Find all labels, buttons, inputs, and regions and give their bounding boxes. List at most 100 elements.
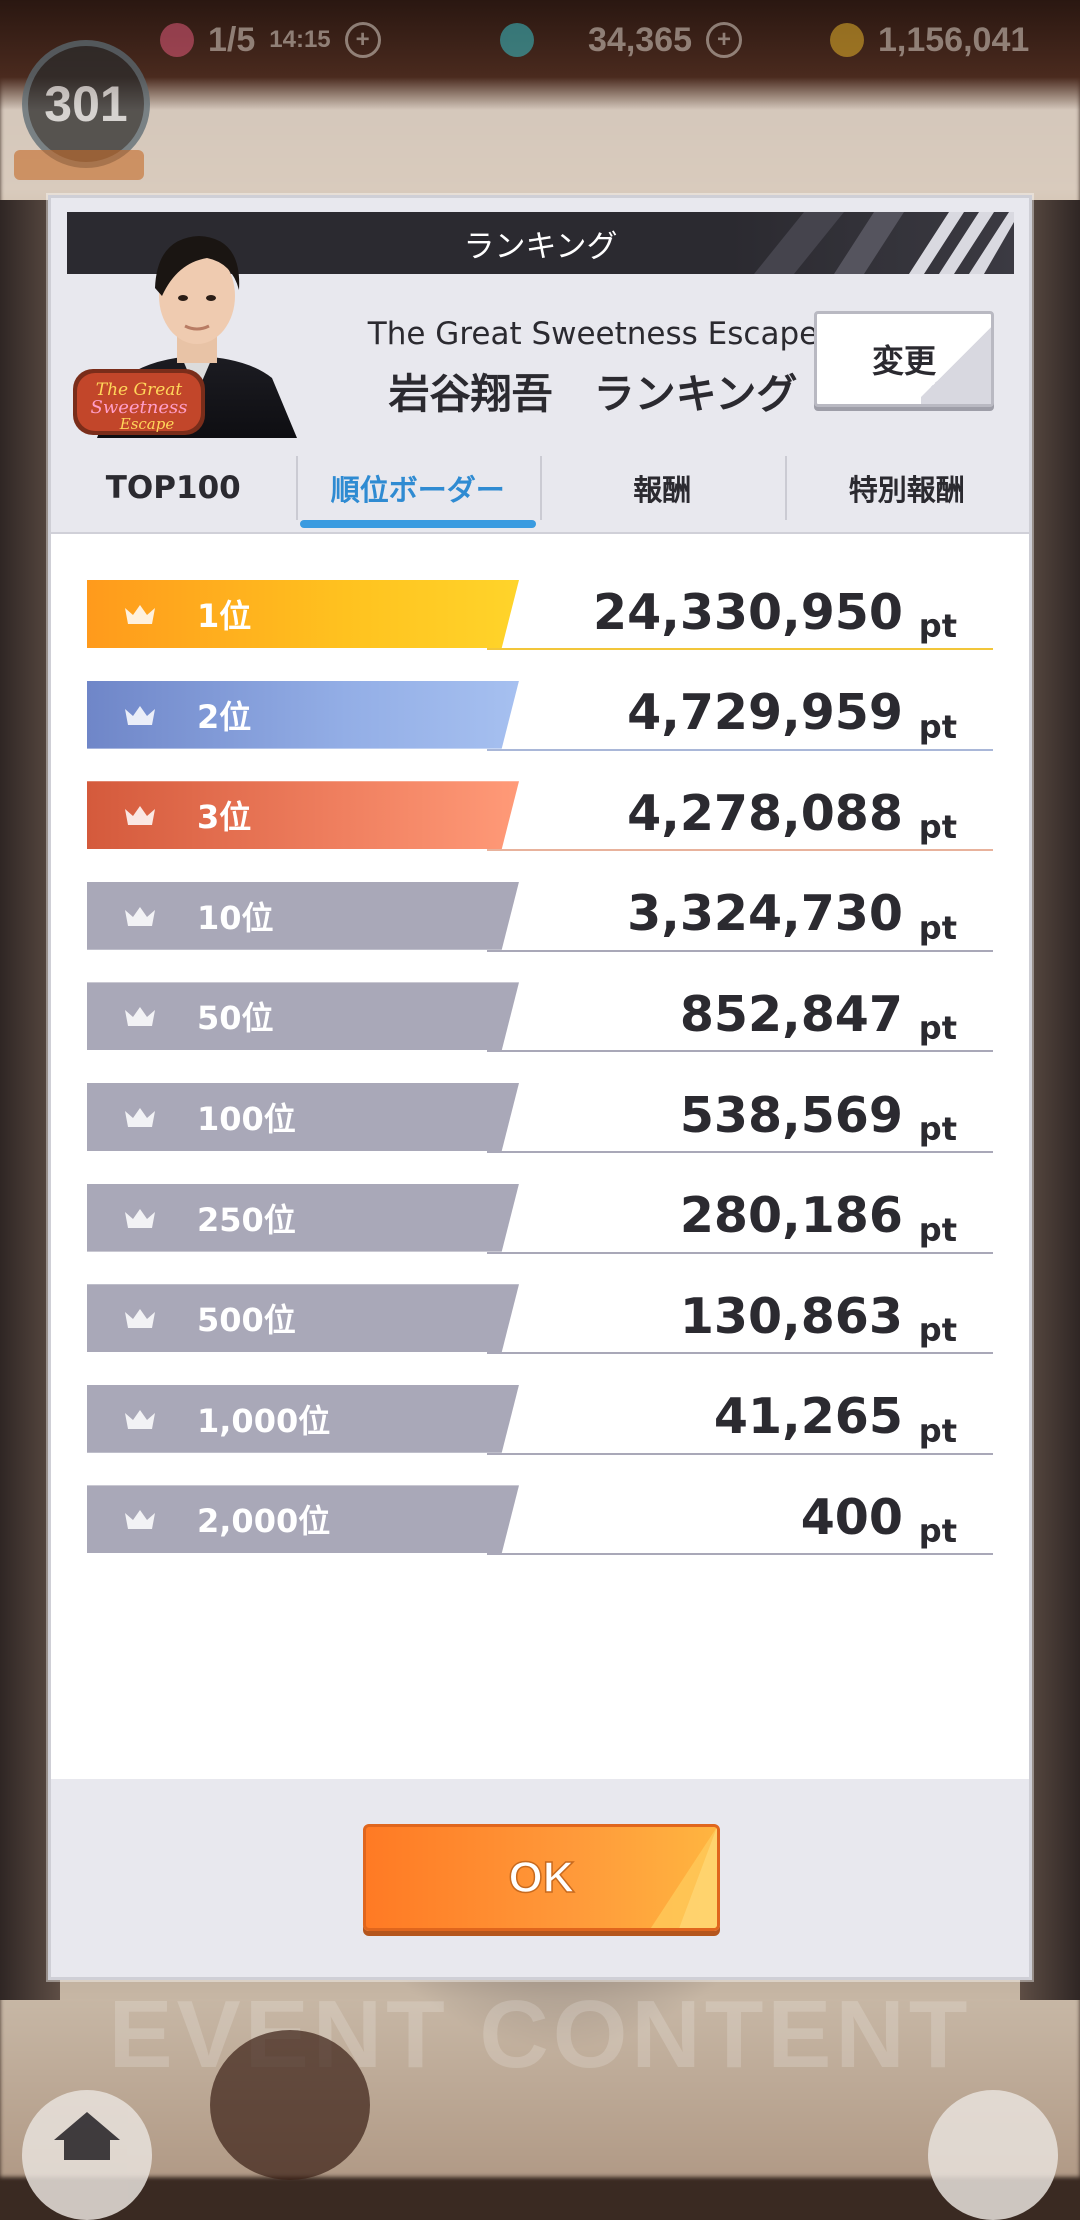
rank-points: 130,863 — [679, 1287, 903, 1345]
rank-band — [87, 1384, 519, 1453]
svg-text:The Great: The Great — [96, 380, 183, 400]
button-corner-decoration — [921, 314, 991, 404]
stamina-timer: 14:15 — [269, 26, 331, 53]
change-button-label: 変更 — [871, 342, 936, 380]
rank-points: 41,265 — [713, 1388, 903, 1446]
heart-icon — [160, 23, 194, 57]
row-divider — [487, 1553, 993, 1556]
crown-icon — [125, 1309, 155, 1329]
points-unit: pt — [918, 1009, 957, 1048]
points-unit: pt — [918, 607, 957, 645]
tab-top100[interactable]: TOP100 — [105, 470, 241, 506]
rank-points: 3,324,730 — [627, 885, 903, 943]
ok-button-decoration — [650, 1827, 717, 1928]
dialog-title: ランキング — [463, 228, 618, 265]
rank-band — [87, 680, 519, 749]
row-divider — [487, 1050, 993, 1053]
ranking-dialog: ランキング The Great Sweetness Escape The Gre… — [48, 195, 1032, 1980]
rank-band — [87, 781, 519, 850]
rank-row: 1位 24,330,950 pt — [87, 576, 993, 650]
rank-points: 538,569 — [679, 1086, 903, 1144]
rank-band — [87, 982, 519, 1051]
points-unit: pt — [918, 808, 957, 847]
stamina-value: 1/5 — [208, 20, 256, 59]
add-gems-button[interactable]: + — [706, 22, 742, 58]
row-divider — [487, 648, 993, 650]
ranking-name: 岩谷翔吾 ランキング — [388, 370, 798, 418]
add-stamina-button[interactable]: + — [344, 22, 381, 58]
rank-band — [87, 1284, 519, 1353]
diamond-icon — [500, 23, 534, 57]
crown-icon — [125, 1208, 155, 1228]
crown-icon — [125, 705, 155, 725]
home-button[interactable] — [22, 2090, 152, 2220]
rank-label: 2位 — [197, 697, 252, 736]
points-unit: pt — [918, 1411, 957, 1450]
crown-icon — [125, 1510, 155, 1530]
rank-label: 1位 — [197, 597, 252, 635]
ranking-tabs: TOP100 順位ボーダー 報酬 特別報酬 — [51, 448, 1029, 528]
rank-row: 3位 4,278,088 pt — [87, 777, 993, 852]
stamina-counter: 1/5 14:15 + — [160, 20, 381, 60]
svg-text:Sweetness: Sweetness — [91, 397, 188, 418]
points-unit: pt — [918, 1512, 957, 1551]
change-ranking-button[interactable]: 変更 — [814, 311, 994, 407]
rank-label: 250位 — [197, 1200, 296, 1239]
crown-icon — [125, 906, 155, 926]
event-content-banner: EVENT CONTENT — [108, 1990, 972, 2080]
rank-row: 10位 3,324,730 pt — [87, 878, 993, 952]
coin-value: 1,156,041 — [878, 20, 1030, 59]
tab-rewards[interactable]: 報酬 — [540, 448, 785, 528]
points-unit: pt — [918, 707, 957, 746]
rank-row: 2,000位 400 pt — [87, 1481, 993, 1556]
event-logo: The Great Sweetness Escape — [73, 369, 205, 435]
crown-icon — [125, 1409, 155, 1429]
ok-button[interactable]: OK — [363, 1824, 720, 1931]
rank-points: 280,186 — [679, 1187, 903, 1245]
rank-border-list: 1位 24,330,950 pt 2位 4,729,959 pt 3位 4,278,088 pt… — [51, 532, 1029, 1779]
points-unit: pt — [918, 1110, 957, 1148]
tab-rank-border[interactable]: 順位ボーダー — [295, 448, 541, 528]
gem-counter: 34,365 + — [500, 20, 742, 60]
rank-band — [87, 1485, 519, 1554]
event-name: The Great Sweetness Escape — [367, 316, 819, 352]
rank-row: 100位 538,569 pt — [87, 1079, 993, 1153]
coin-icon — [830, 23, 864, 57]
rank-label: 50位 — [197, 999, 274, 1038]
crown-icon — [125, 1108, 155, 1127]
crown-icon — [125, 1007, 155, 1027]
menu-grid-button[interactable] — [928, 2090, 1058, 2220]
row-divider — [487, 1251, 993, 1254]
rank-label: 1,000位 — [197, 1401, 331, 1440]
coin-counter: 1,156,041 — [830, 20, 1029, 60]
rank-band — [87, 1183, 519, 1252]
points-unit: pt — [918, 1311, 957, 1350]
rank-band — [87, 881, 519, 950]
row-divider — [487, 949, 993, 952]
rank-row: 500位 130,863 pt — [87, 1280, 993, 1355]
rank-label: 3位 — [197, 798, 252, 837]
row-divider — [487, 1352, 993, 1355]
tab-special-rewards[interactable]: 特別報酬 — [784, 448, 1030, 528]
rank-band — [87, 580, 519, 648]
crown-icon — [125, 806, 155, 826]
rank-label: 100位 — [197, 1100, 296, 1138]
rank-points: 852,847 — [679, 985, 903, 1043]
rank-row: 50位 852,847 pt — [87, 978, 993, 1053]
points-unit: pt — [918, 908, 957, 947]
gem-value: 34,365 — [588, 20, 692, 59]
background-donut — [210, 2030, 370, 2180]
home-icon — [54, 2112, 120, 2160]
rank-row: 1,000位 41,265 pt — [87, 1381, 993, 1455]
rank-band — [87, 1083, 519, 1151]
rank-points: 24,330,950 — [593, 583, 903, 641]
row-divider — [487, 748, 993, 751]
rank-label: 10位 — [197, 898, 274, 937]
rank-points: 4,278,088 — [627, 784, 903, 842]
svg-text:Escape: Escape — [119, 415, 175, 433]
rank-label: 500位 — [197, 1301, 296, 1340]
title-stripe-decoration — [754, 212, 1014, 274]
rank-row: 250位 280,186 pt — [87, 1180, 993, 1254]
crown-icon — [125, 605, 155, 624]
level-ribbon — [14, 150, 144, 180]
